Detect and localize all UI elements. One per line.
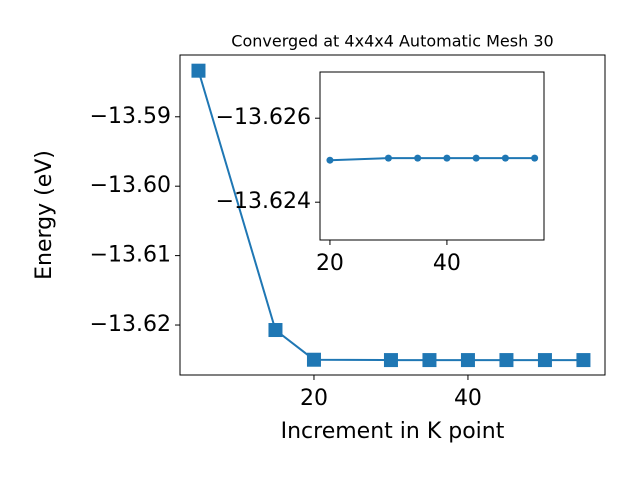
marker [422,353,437,368]
marker [443,154,451,162]
marker [326,156,334,164]
marker [501,154,509,162]
marker [537,353,552,368]
x-tick-label: 20 [316,251,344,276]
marker [576,353,591,368]
y-tick-label: −13.59 [90,104,171,129]
marker [384,154,392,162]
marker [531,154,539,162]
y-tick-label: −13.62 [90,312,171,337]
marker [383,353,398,368]
x-tick-label: 40 [454,386,482,411]
marker [414,154,422,162]
y-tick-label: −13.61 [90,243,171,268]
x-tick-label: 20 [300,386,328,411]
marker [460,353,475,368]
y-tick-label: −13.624 [216,189,311,214]
y-axis-label: Energy (eV) [32,150,57,280]
marker [191,63,206,78]
marker [306,352,321,367]
x-axis-label: Increment in K point [281,419,505,444]
y-tick-label: −13.60 [90,173,171,198]
chart-title: Converged at 4x4x4 Automatic Mesh 30 [231,32,553,51]
y-tick-label: −13.626 [216,105,311,130]
x-tick-label: 40 [433,251,461,276]
marker [472,154,480,162]
axes-frame [319,71,545,241]
marker [268,323,283,338]
marker [499,353,514,368]
